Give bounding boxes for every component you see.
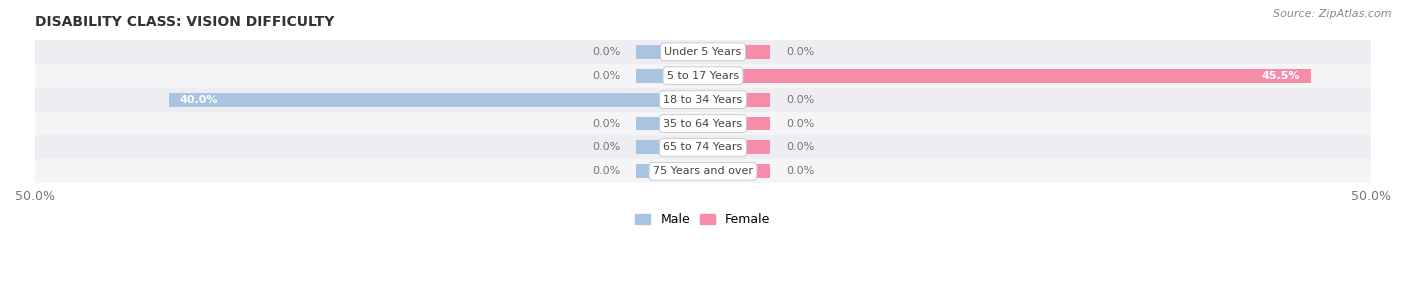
Bar bbox=[169, 93, 703, 106]
Text: 45.5%: 45.5% bbox=[1261, 71, 1301, 81]
Text: 40.0%: 40.0% bbox=[180, 95, 218, 105]
Text: 0.0%: 0.0% bbox=[786, 142, 814, 152]
Text: 0.0%: 0.0% bbox=[592, 166, 620, 176]
Bar bbox=[35, 88, 1371, 112]
Bar bbox=[35, 40, 1371, 64]
Bar bbox=[636, 164, 703, 178]
Text: DISABILITY CLASS: VISION DIFFICULTY: DISABILITY CLASS: VISION DIFFICULTY bbox=[35, 15, 335, 29]
Text: Under 5 Years: Under 5 Years bbox=[665, 47, 741, 57]
Bar bbox=[636, 140, 703, 154]
Bar bbox=[703, 164, 770, 178]
Bar bbox=[35, 136, 1371, 159]
Text: 65 to 74 Years: 65 to 74 Years bbox=[664, 142, 742, 152]
Bar bbox=[35, 64, 1371, 88]
Text: 5 to 17 Years: 5 to 17 Years bbox=[666, 71, 740, 81]
Bar bbox=[35, 159, 1371, 183]
Bar bbox=[703, 117, 770, 130]
Text: 35 to 64 Years: 35 to 64 Years bbox=[664, 118, 742, 129]
Bar bbox=[636, 69, 703, 83]
Text: 0.0%: 0.0% bbox=[786, 118, 814, 129]
Text: 0.0%: 0.0% bbox=[786, 95, 814, 105]
Text: 0.0%: 0.0% bbox=[592, 118, 620, 129]
Text: 75 Years and over: 75 Years and over bbox=[652, 166, 754, 176]
Text: 0.0%: 0.0% bbox=[786, 47, 814, 57]
Text: 0.0%: 0.0% bbox=[786, 166, 814, 176]
Text: 18 to 34 Years: 18 to 34 Years bbox=[664, 95, 742, 105]
Text: Source: ZipAtlas.com: Source: ZipAtlas.com bbox=[1274, 9, 1392, 19]
Bar bbox=[636, 117, 703, 130]
Legend: Male, Female: Male, Female bbox=[630, 208, 776, 231]
Text: 0.0%: 0.0% bbox=[592, 142, 620, 152]
Bar bbox=[703, 69, 1310, 83]
Bar bbox=[35, 112, 1371, 136]
Bar bbox=[636, 45, 703, 59]
Text: 0.0%: 0.0% bbox=[592, 47, 620, 57]
Bar bbox=[703, 140, 770, 154]
Text: 0.0%: 0.0% bbox=[592, 71, 620, 81]
Bar bbox=[703, 45, 770, 59]
Bar bbox=[703, 93, 770, 106]
